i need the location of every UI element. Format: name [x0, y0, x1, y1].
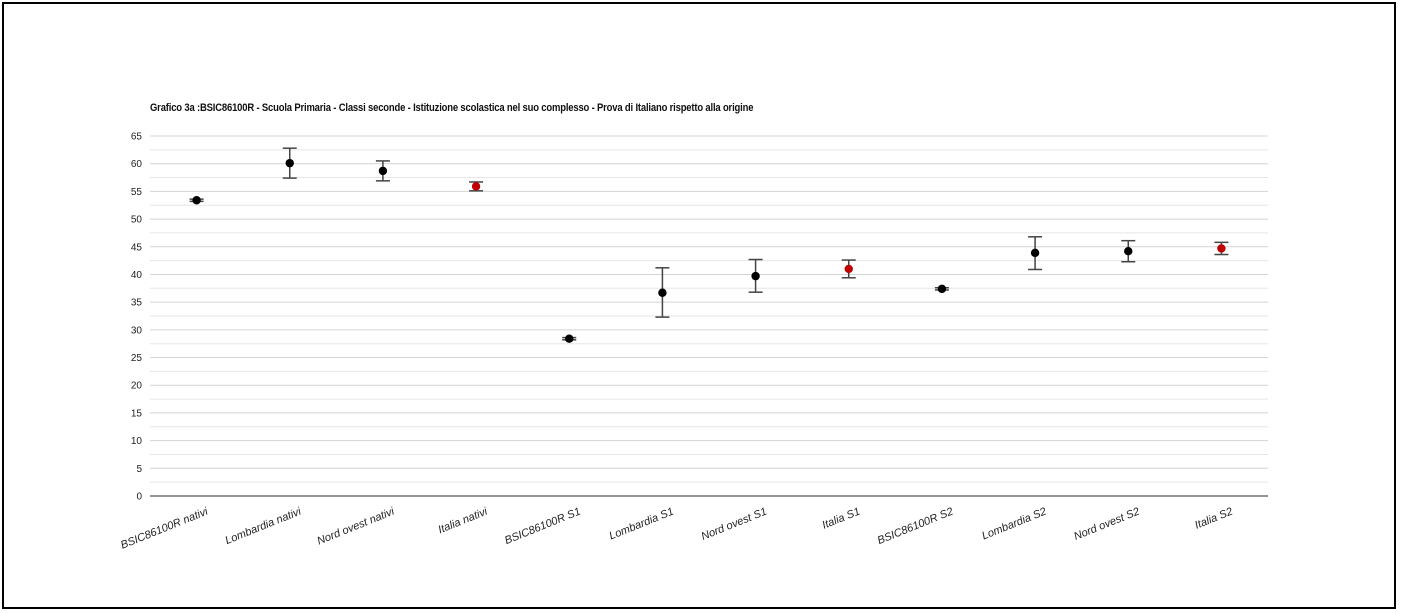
data-point [844, 264, 853, 274]
y-tick-label: 65 [131, 132, 143, 143]
data-point [658, 288, 667, 297]
x-tick-label: BSIC86100R S2 [876, 506, 955, 547]
data-point [565, 334, 574, 343]
data-point [1124, 247, 1133, 256]
data-point [471, 182, 481, 191]
x-tick-label: Lombardia S1 [608, 506, 676, 543]
y-tick-label: 15 [131, 408, 143, 419]
y-tick-label: 30 [131, 325, 143, 336]
chart-title: Grafico 3a :BSIC86100R - Scuola Primaria… [150, 102, 754, 114]
y-tick-label: 55 [131, 187, 143, 198]
data-point [751, 271, 760, 281]
x-tick-label: Lombardia nativi [224, 505, 304, 547]
y-tick-label: 25 [131, 353, 143, 364]
y-tick-label: 50 [131, 215, 143, 226]
x-tick-label: Italia nativi [437, 505, 490, 536]
x-tick-label: BSIC86100R S1 [503, 506, 582, 547]
y-tick-label: 20 [131, 381, 143, 392]
x-tick-label: BSIC86100R nativi [119, 505, 210, 551]
x-tick-label: Nord ovest S1 [700, 506, 769, 543]
y-tick-label: 10 [131, 436, 143, 447]
y-tick-label: 60 [131, 159, 143, 170]
x-tick-label: Lombardia S2 [980, 506, 1048, 543]
y-tick-label: 45 [131, 242, 143, 253]
y-tick-label: 35 [131, 298, 143, 309]
data-point [937, 284, 947, 294]
data-point [285, 158, 294, 168]
x-tick-label: Nord ovest nativi [316, 505, 397, 547]
y-tick-label: 0 [136, 492, 142, 503]
data-point [192, 196, 201, 205]
data-point [1030, 248, 1040, 258]
x-tick-label: Nord ovest S2 [1072, 506, 1141, 543]
y-tick-label: 40 [131, 270, 143, 281]
x-tick-label: Italia S2 [1193, 506, 1234, 532]
data-point [378, 166, 388, 176]
data-point [1217, 244, 1226, 253]
y-tick-label: 5 [136, 464, 142, 475]
x-tick-label: Italia S1 [821, 506, 862, 532]
